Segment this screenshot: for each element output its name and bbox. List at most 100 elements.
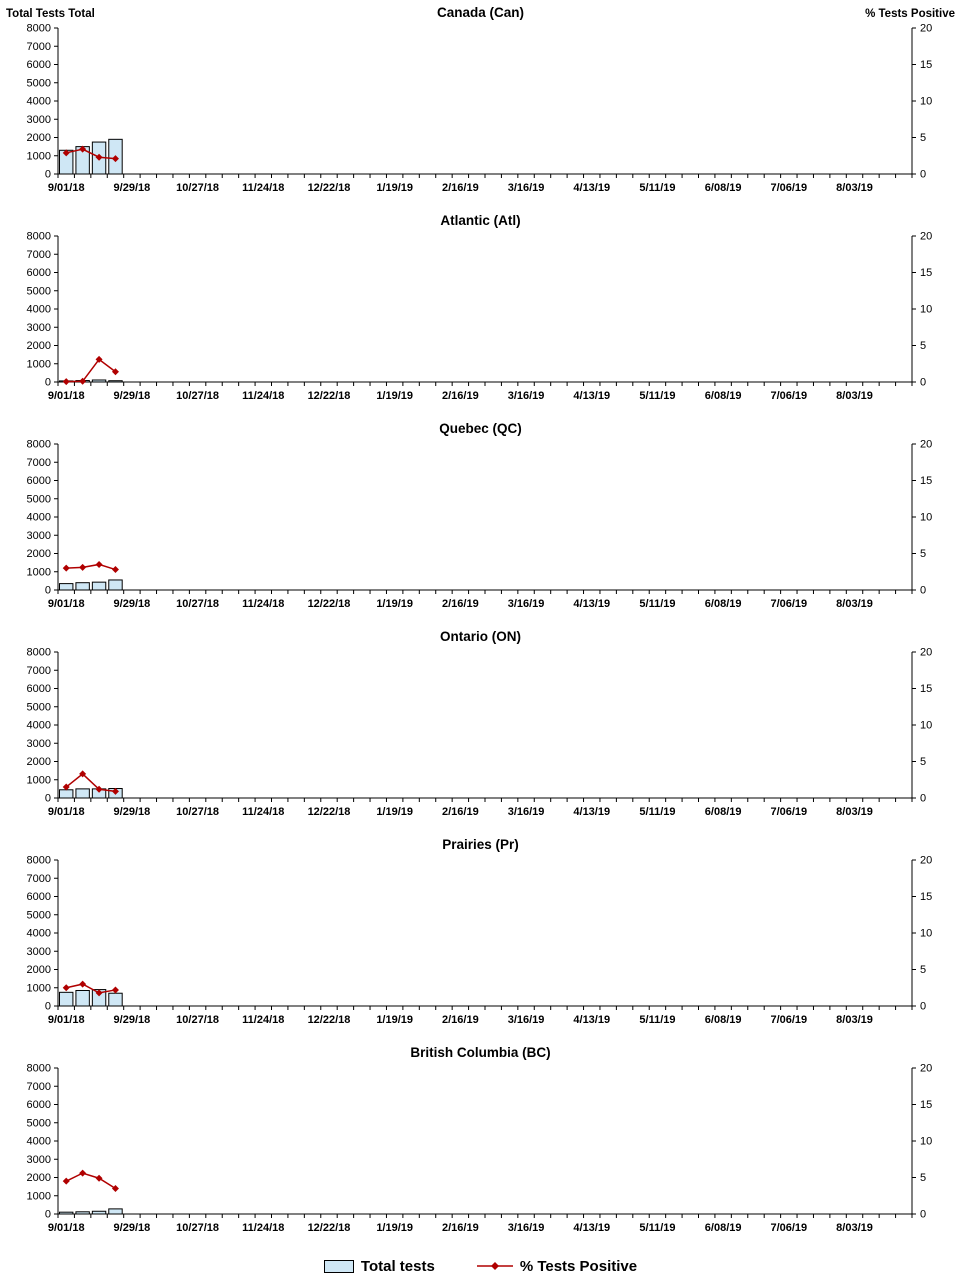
left-tick-label: 0 [45,793,51,805]
x-tick-label: 7/06/19 [770,1222,807,1234]
left-tick-label: 1000 [27,774,51,786]
left-tick-label: 1000 [27,982,51,994]
x-tick-label: 3/16/19 [508,806,545,818]
x-tick-label: 5/11/19 [639,390,675,402]
total-tests-bar-quebec-week-1 [75,582,90,591]
chart-plot-prairies: 0 1000 2000 3000 4000 5000 6000 7000 8000 0 5 10 15 2… [27,855,933,1027]
right-tick-label: 5 [920,756,926,768]
pct-positive-marker-atlantic-week-2 [95,355,103,363]
chart-atlantic: Atlantic (Atl) 0 1000 2000 3000 4000 5000 6000 7… [0,208,961,416]
left-tick-label: 0 [45,377,51,389]
x-tick-label: 6/08/19 [705,390,742,402]
total-tests-bar-quebec-week-0 [59,583,74,591]
right-tick-label: 15 [920,683,932,695]
x-tick-label: 3/16/19 [508,182,545,194]
total-tests-bar-atlantic-week-3 [108,380,123,383]
right-tick-label: 20 [920,232,932,243]
x-tick-label: 3/16/19 [508,1222,545,1234]
x-tick-label: 1/19/19 [376,806,413,818]
pct-positive-marker-quebec-week-2 [95,560,103,568]
x-tick-label: 6/08/19 [705,598,742,610]
left-tick-label: 3000 [27,322,51,334]
left-tick-label: 5000 [27,909,51,921]
left-tick-label: 8000 [27,232,51,243]
left-tick-label: 7000 [27,873,51,885]
left-tick-label: 6000 [27,683,51,695]
pct-positive-marker-ontario-week-0 [62,783,70,791]
left-tick-label: 6000 [27,475,51,487]
x-tick-label: 12/22/18 [308,806,351,818]
pct-positive-line-swatch-icon [476,1262,513,1270]
x-tick-label: 8/03/19 [836,182,873,194]
x-tick-label: 2/16/19 [442,182,479,194]
right-tick-label: 0 [920,585,926,597]
pct-positive-marker-atlantic-week-3 [111,368,119,376]
legend-label-pct-positive: % Tests Positive [519,1257,638,1275]
x-tick-label: 9/01/18 [48,1014,85,1026]
right-tick-label: 5 [920,964,926,976]
pct-positive-marker-quebec-week-3 [111,566,119,574]
right-tick-label: 15 [920,475,932,487]
pct-positive-line-ontario [65,772,116,793]
x-tick-label: 1/19/19 [376,390,413,402]
pct-positive-marker-british-columbia-week-0 [62,1177,70,1185]
pct-positive-marker-canada-week-3 [111,155,119,163]
left-tick-label: 1000 [27,566,51,578]
x-tick-label: 9/29/18 [114,182,151,194]
right-tick-label: 10 [920,1136,932,1148]
pct-positive-marker-prairies-week-0 [62,984,70,992]
right-tick-label: 15 [920,267,932,279]
left-tick-label: 0 [45,1209,51,1221]
left-tick-label: 8000 [27,648,51,659]
right-tick-label: 15 [920,891,932,903]
x-tick-label: 4/13/19 [573,1222,610,1234]
x-tick-label: 2/16/19 [442,390,479,402]
left-tick-label: 7000 [27,41,51,53]
legend: Total tests % Tests Positive [0,1248,961,1284]
pct-positive-line-prairies [66,983,116,994]
right-tick-label: 10 [920,512,932,524]
left-tick-label: 5000 [27,285,51,297]
right-axis-title: % Tests Positive [865,8,955,20]
pct-positive-line-british-columbia [65,1172,116,1190]
right-tick-label: 20 [920,648,932,659]
left-tick-label: 8000 [27,856,51,867]
x-tick-label: 8/03/19 [836,1014,873,1026]
left-tick-label: 0 [45,1001,51,1013]
pct-positive-line-atlantic [66,358,116,383]
x-tick-label: 5/11/19 [639,182,675,194]
chart-british-columbia: British Columbia (BC) 0 1000 2000 3000 4000 50… [0,1040,961,1248]
left-tick-label: 6000 [27,891,51,903]
right-tick-label: 0 [920,169,926,181]
x-tick-label: 7/06/19 [770,598,807,610]
x-tick-label: 11/24/18 [242,598,284,610]
left-tick-label: 4000 [27,1136,51,1148]
chart-plot-quebec: 0 1000 2000 3000 4000 5000 6000 7000 8000 0 5 10 15 2… [27,439,933,611]
pct-positive-marker-british-columbia-week-2 [95,1174,103,1182]
x-tick-label: 8/03/19 [836,598,873,610]
chart-title-prairies: Prairies (Pr) [442,837,519,852]
chart-title-atlantic: Atlantic (Atl) [440,213,521,228]
x-tick-label: 10/27/18 [176,806,219,818]
total-tests-bar-quebec-week-3 [108,579,123,591]
left-tick-label: 2000 [27,1172,51,1184]
left-tick-label: 2000 [27,756,51,768]
left-tick-label: 7000 [27,457,51,469]
left-tick-label: 3000 [27,114,51,126]
chart-title-british-columbia: British Columbia (BC) [410,1045,551,1060]
pct-positive-marker-atlantic-week-0 [62,378,70,386]
x-tick-label: 10/27/18 [176,1014,219,1026]
left-tick-label: 6000 [27,1099,51,1111]
x-tick-label: 10/27/18 [176,598,219,610]
chart-prairies: Prairies (Pr) 0 1000 2000 3000 4000 5000 6000 70… [0,832,961,1040]
left-tick-label: 2000 [27,964,51,976]
right-tick-label: 0 [920,1209,926,1221]
left-tick-label: 0 [45,169,51,181]
left-tick-label: 1000 [27,1190,51,1202]
legend-item-pct-positive: % Tests Positive [475,1258,637,1275]
total-tests-bar-prairies-week-3 [108,992,123,1007]
charts-container: Canada (Can) 0 1000 2000 3000 4000 5000 6000 700… [0,5,961,1248]
left-tick-label: 4000 [27,928,51,940]
x-tick-label: 9/29/18 [114,390,151,402]
left-tick-label: 2000 [27,548,51,560]
